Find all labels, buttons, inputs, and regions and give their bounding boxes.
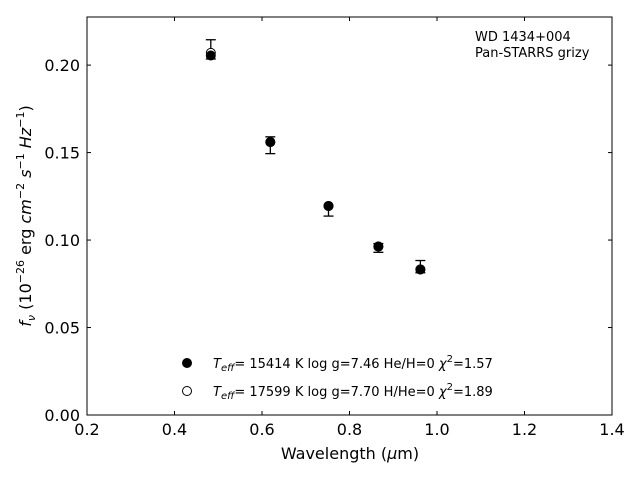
annotation-line-1: WD 1434+004 [475, 30, 571, 45]
legend: Teff= 15414 K log g=7.46 He/H=0 χ2=1.57 … [182, 354, 493, 402]
plot-area [86, 16, 613, 416]
model-point-filled [205, 50, 216, 61]
data-points [205, 47, 426, 275]
model-point-filled [373, 241, 384, 252]
y-tick-label: 0.20 [44, 56, 80, 75]
model-point-filled [415, 264, 426, 275]
y-tick-label: 0.00 [44, 406, 80, 425]
x-tick-label: 1.2 [512, 420, 537, 439]
x-tick-label: 1.4 [599, 420, 624, 439]
model-point-filled [323, 200, 334, 211]
y-tick-label: 0.10 [44, 231, 80, 250]
annotation-line-2: Pan-STARRS grizy [475, 46, 590, 61]
x-tick-label: 0.6 [249, 420, 274, 439]
legend-entry-2: Teff= 17599 K log g=7.70 H/He=0 χ2=1.89 [213, 382, 493, 402]
annotation: WD 1434+004 Pan-STARRS grizy [475, 30, 590, 61]
x-tick-label: 0.8 [337, 420, 362, 439]
y-axis-label: fν (10−26 erg cm−2 s−1 Hz−1) [14, 105, 38, 326]
y-tick-label: 0.05 [44, 319, 80, 338]
axis-ticks: 0.2 0.4 0.6 0.8 1.0 1.2 1.4 0.00 0.05 0.10 0.15 0.2… [44, 17, 625, 439]
legend-entry-1: Teff= 15414 K log g=7.46 He/H=0 χ2=1.57 [213, 354, 493, 374]
x-axis-label: Wavelength (μm) [281, 444, 419, 463]
x-tick-label: 0.2 [74, 420, 99, 439]
model-point-filled [265, 137, 276, 148]
x-tick-label: 0.4 [162, 420, 187, 439]
y-tick-label: 0.15 [44, 144, 80, 163]
error-bars [205, 39, 426, 274]
legend-marker-open [182, 386, 192, 396]
x-tick-label: 1.0 [424, 420, 449, 439]
legend-marker-filled [182, 358, 192, 368]
